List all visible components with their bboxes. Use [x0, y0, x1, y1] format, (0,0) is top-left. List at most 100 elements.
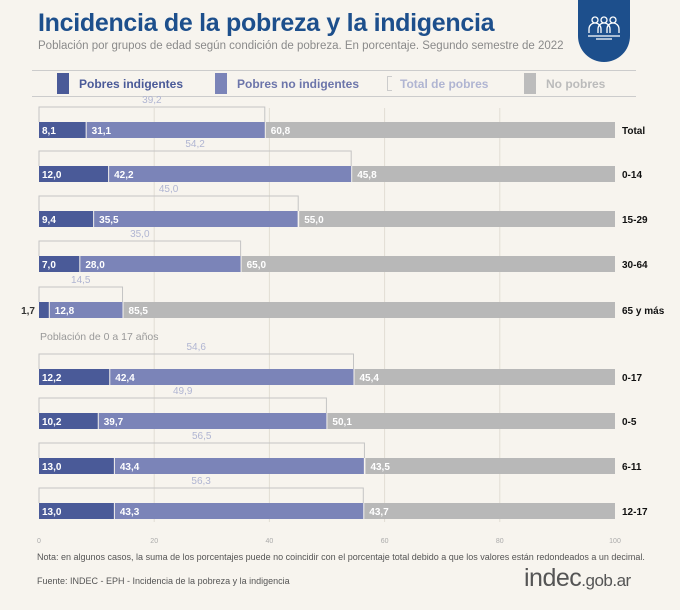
- bar-no-pobres: [327, 413, 615, 429]
- value-no-indigentes: 43,4: [120, 462, 140, 473]
- bar-no-pobres: [354, 369, 615, 385]
- bar-indigentes: [39, 302, 49, 318]
- total-label: 56,5: [192, 431, 212, 442]
- category-label: 0-5: [622, 417, 637, 428]
- value-no-pobres: 45,4: [359, 373, 379, 384]
- value-no-indigentes: 42,4: [115, 373, 135, 384]
- value-indigentes: 13,0: [42, 507, 62, 518]
- x-tick-label: 0: [37, 538, 41, 545]
- category-label: 0-17: [622, 373, 642, 384]
- indec-logo: indec.gob.ar: [524, 564, 631, 592]
- bar-indigentes: [39, 458, 114, 474]
- value-indigentes: 9,4: [42, 215, 56, 226]
- total-label: 49,9: [173, 386, 193, 397]
- bar-no-pobres: [364, 503, 615, 519]
- category-label: 0-14: [622, 170, 642, 181]
- value-indigentes: 12,2: [42, 373, 62, 384]
- section-label: Población de 0 a 17 años: [40, 331, 159, 343]
- total-bracket: [38, 442, 365, 458]
- value-no-pobres: 45,8: [357, 170, 377, 181]
- value-no-pobres: 43,7: [369, 507, 389, 518]
- legend-label: Pobres indigentes: [79, 76, 184, 91]
- value-indigentes: 1,7: [21, 306, 35, 317]
- bar-indigentes: [39, 122, 86, 138]
- total-label: 45,0: [159, 184, 179, 195]
- value-no-indigentes: 42,2: [114, 170, 134, 181]
- page-title: Incidencia de la pobreza y la indigencia: [38, 9, 495, 37]
- bar-indigentes: [39, 256, 80, 272]
- bar-no-indigentes: [49, 302, 123, 318]
- bar-no-pobres: [352, 166, 615, 182]
- source: Fuente: INDEC - EPH - Incidencia de la p…: [37, 576, 290, 586]
- bar-indigentes: [39, 166, 109, 182]
- bar-no-pobres: [265, 122, 615, 138]
- page-subtitle: Población por grupos de edad según condi…: [38, 40, 564, 52]
- legend-label: Total de pobres: [400, 76, 489, 91]
- value-no-indigentes: 28,0: [85, 260, 105, 271]
- bar-no-indigentes: [109, 166, 352, 182]
- value-no-pobres: 50,1: [332, 417, 352, 428]
- total-bracket: [38, 353, 354, 369]
- total-bracket: [38, 106, 266, 122]
- x-tick-label: 60: [381, 538, 389, 545]
- legend-item-indigentes: Pobres indigentes: [57, 73, 183, 94]
- category-label: 12-17: [622, 507, 648, 518]
- total-bracket: [38, 286, 124, 302]
- value-no-indigentes: 39,7: [104, 417, 124, 428]
- bar-no-indigentes: [114, 458, 364, 474]
- total-bracket: [38, 150, 352, 166]
- total-bracket: [38, 487, 364, 503]
- total-bracket: [38, 397, 327, 413]
- total-label: 56,3: [191, 476, 211, 487]
- total-label: 39,2: [142, 95, 162, 106]
- value-no-pobres: 65,0: [247, 260, 267, 271]
- bar-indigentes: [39, 211, 94, 227]
- value-no-pobres: 43,5: [370, 462, 390, 473]
- legend-item-no-indigentes: Pobres no indigentes: [215, 73, 359, 94]
- legend: Pobres indigentes Pobres no indigentes T…: [32, 70, 636, 97]
- x-tick-label: 100: [609, 538, 621, 545]
- value-no-indigentes: 31,1: [92, 126, 112, 137]
- value-no-pobres: 85,5: [129, 306, 149, 317]
- legend-item-no-pobres: No pobres: [524, 73, 605, 94]
- total-label: 54,6: [187, 342, 207, 353]
- people-group-icon: [578, 0, 630, 62]
- bar-indigentes: [39, 503, 114, 519]
- value-indigentes: 8,1: [42, 126, 56, 137]
- bar-no-indigentes: [80, 256, 241, 272]
- value-no-pobres: 60,8: [271, 126, 291, 137]
- bar-no-pobres: [299, 211, 615, 227]
- legend-item-total: Total de pobres: [387, 73, 488, 94]
- value-no-indigentes: 12,8: [55, 306, 75, 317]
- legend-label: No pobres: [546, 76, 606, 91]
- category-label: 30-64: [622, 260, 648, 271]
- bar-no-indigentes: [86, 122, 265, 138]
- category-label: Total: [622, 126, 645, 137]
- category-label: 6-11: [622, 462, 642, 473]
- bar-no-pobres: [241, 256, 615, 272]
- bar-no-indigentes: [94, 211, 298, 227]
- total-label: 14,5: [71, 275, 91, 286]
- value-no-indigentes: 43,3: [120, 507, 140, 518]
- legend-label: Pobres no indigentes: [237, 76, 360, 91]
- value-indigentes: 7,0: [42, 260, 56, 271]
- bar-indigentes: [39, 369, 110, 385]
- bar-no-pobres: [123, 302, 616, 318]
- bar-no-indigentes: [98, 413, 327, 429]
- total-label: 54,2: [185, 139, 205, 150]
- category-label: 15-29: [622, 215, 648, 226]
- value-indigentes: 13,0: [42, 462, 62, 473]
- bar-no-indigentes: [114, 503, 364, 519]
- category-label: 65 y más: [622, 306, 665, 317]
- footnote: Nota: en algunos casos, la suma de los p…: [37, 552, 645, 562]
- value-indigentes: 10,2: [42, 417, 62, 428]
- total-label: 35,0: [130, 229, 150, 240]
- bar-no-pobres: [365, 458, 615, 474]
- total-bracket: [38, 195, 299, 211]
- total-bracket: [38, 240, 242, 256]
- x-tick-label: 40: [266, 538, 274, 545]
- x-tick-label: 80: [496, 538, 504, 545]
- value-no-pobres: 55,0: [304, 215, 324, 226]
